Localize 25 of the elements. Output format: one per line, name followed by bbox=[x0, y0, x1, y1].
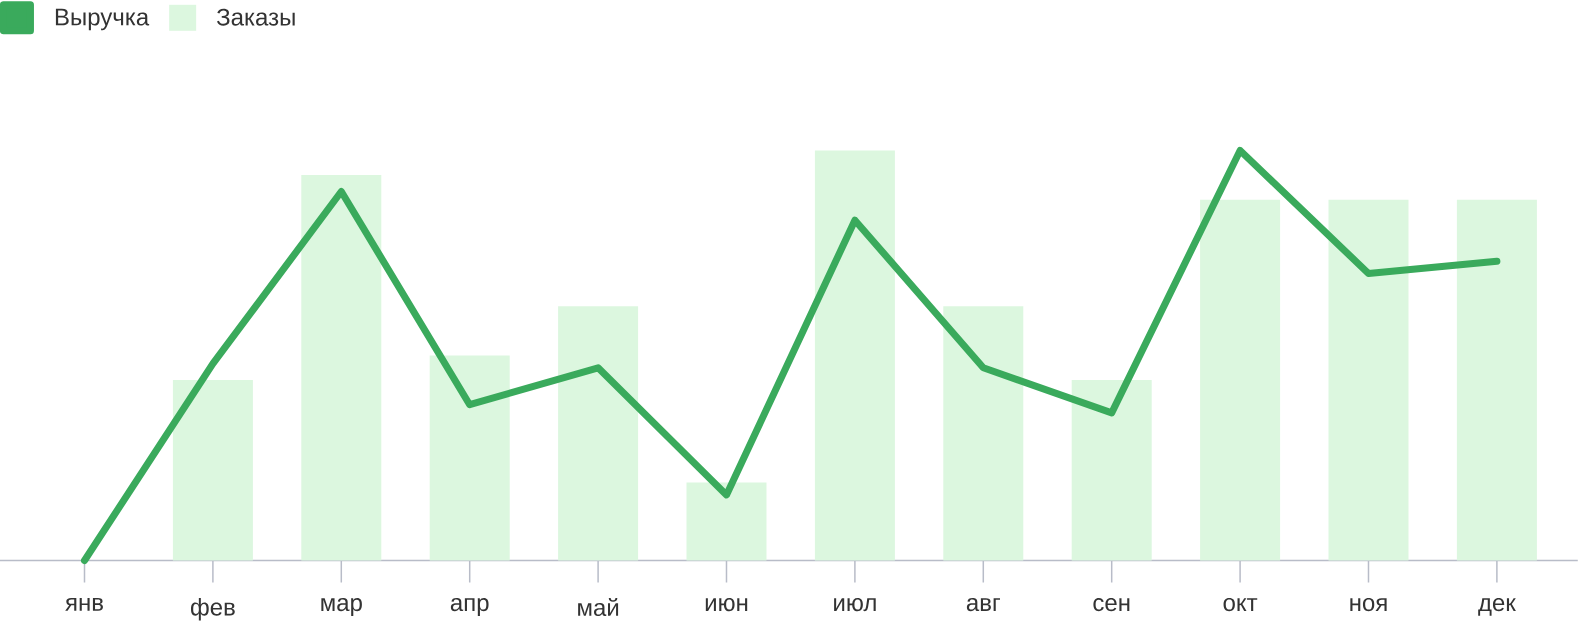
bar bbox=[1200, 199, 1281, 561]
legend-label: Заказы bbox=[216, 8, 295, 26]
bar bbox=[1456, 199, 1537, 561]
bar bbox=[301, 175, 382, 561]
bar bbox=[558, 306, 639, 561]
x-tick-label: сен bbox=[1093, 598, 1130, 612]
x-tick-label: дек bbox=[1478, 598, 1516, 616]
x-tick-label: июл bbox=[834, 598, 876, 612]
x-tick-label: ноя bbox=[1350, 598, 1387, 612]
x-tick-label: апр bbox=[450, 598, 489, 616]
legend-label: Выручка bbox=[55, 8, 150, 31]
x-tick-label: май bbox=[578, 598, 619, 617]
x-tick-label: янв bbox=[65, 598, 103, 611]
bar bbox=[943, 306, 1024, 561]
bar bbox=[1328, 199, 1409, 561]
x-tick-label: авг bbox=[966, 598, 1000, 612]
bar bbox=[686, 482, 767, 561]
bar bbox=[429, 355, 510, 561]
x-tick-label: окт bbox=[1223, 598, 1258, 612]
x-tick-label: мар bbox=[321, 598, 362, 616]
x-tick-label: фев bbox=[190, 598, 235, 621]
bar bbox=[1071, 380, 1152, 561]
bar bbox=[814, 150, 895, 561]
bar bbox=[172, 380, 253, 561]
x-tick-label: июн bbox=[705, 598, 748, 612]
